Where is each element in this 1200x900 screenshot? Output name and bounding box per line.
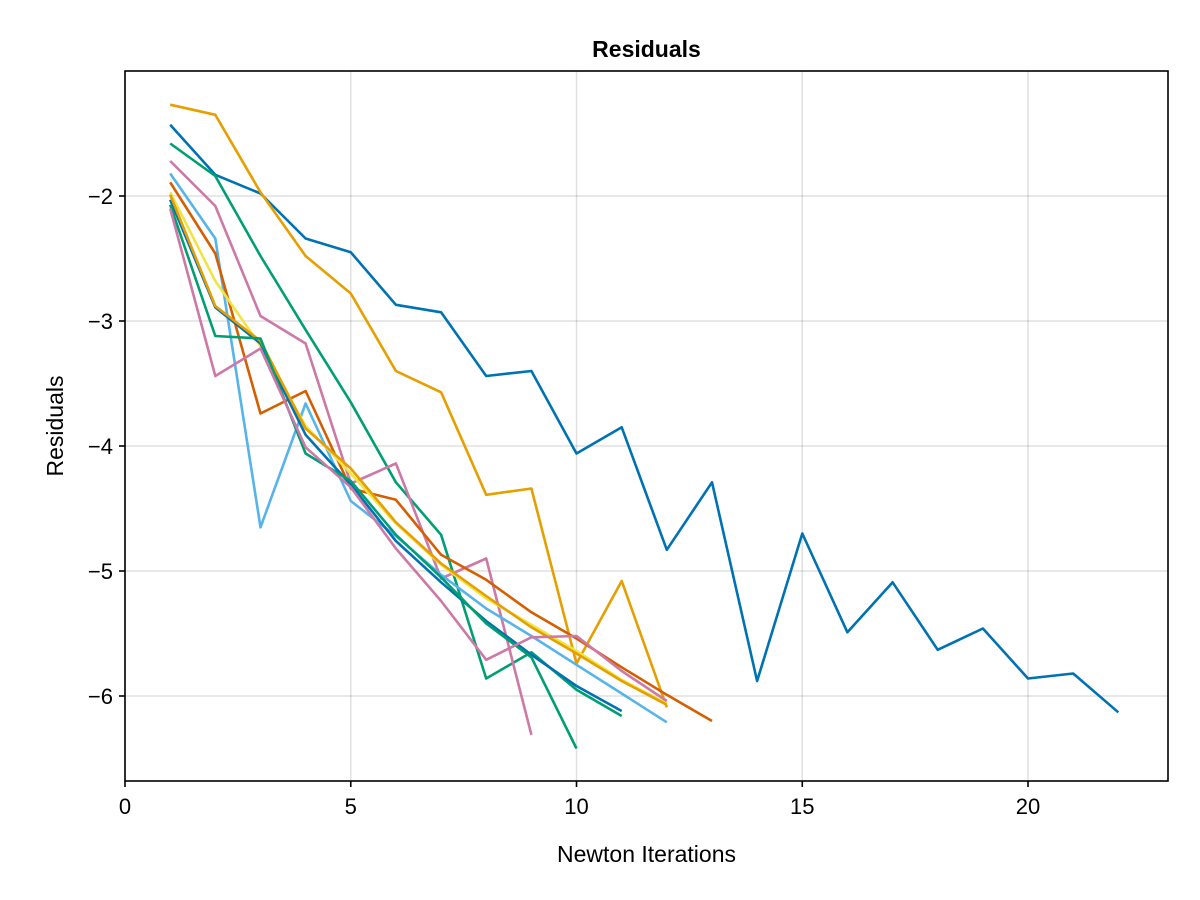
grid-lines <box>124 71 1168 781</box>
series-line-1 <box>169 123 1120 714</box>
series-line-11 <box>168 208 668 703</box>
series-line-5 <box>169 172 668 724</box>
x-tick-label: 15 <box>790 794 814 819</box>
series-line-6 <box>169 181 713 723</box>
x-tick-label: 0 <box>119 794 131 819</box>
chart-title: Residuals <box>592 36 701 62</box>
y-tick-label: −4 <box>88 434 113 459</box>
axis-ticks: 0 5 10 15 20 −2 −3 −4 −5 −6 <box>88 184 1040 819</box>
x-tick-label: 20 <box>1016 794 1040 819</box>
plot-frame <box>124 70 1169 782</box>
series-lines <box>168 103 1120 750</box>
y-axis-label: Residuals <box>42 376 68 477</box>
series-line-2 <box>169 103 669 708</box>
series-line-9 <box>168 194 668 706</box>
series-line-3 <box>169 142 623 718</box>
series-line-7 <box>169 191 668 705</box>
x-tick-label: 10 <box>564 794 588 819</box>
y-tick-label: −2 <box>88 184 113 209</box>
series-line-10 <box>168 204 578 750</box>
series-line-8 <box>169 199 623 713</box>
x-axis-label: Newton Iterations <box>557 841 736 867</box>
y-tick-label: −3 <box>88 309 113 334</box>
y-tick-label: −6 <box>88 684 113 709</box>
x-tick-label: 5 <box>345 794 357 819</box>
y-tick-label: −5 <box>88 559 113 584</box>
